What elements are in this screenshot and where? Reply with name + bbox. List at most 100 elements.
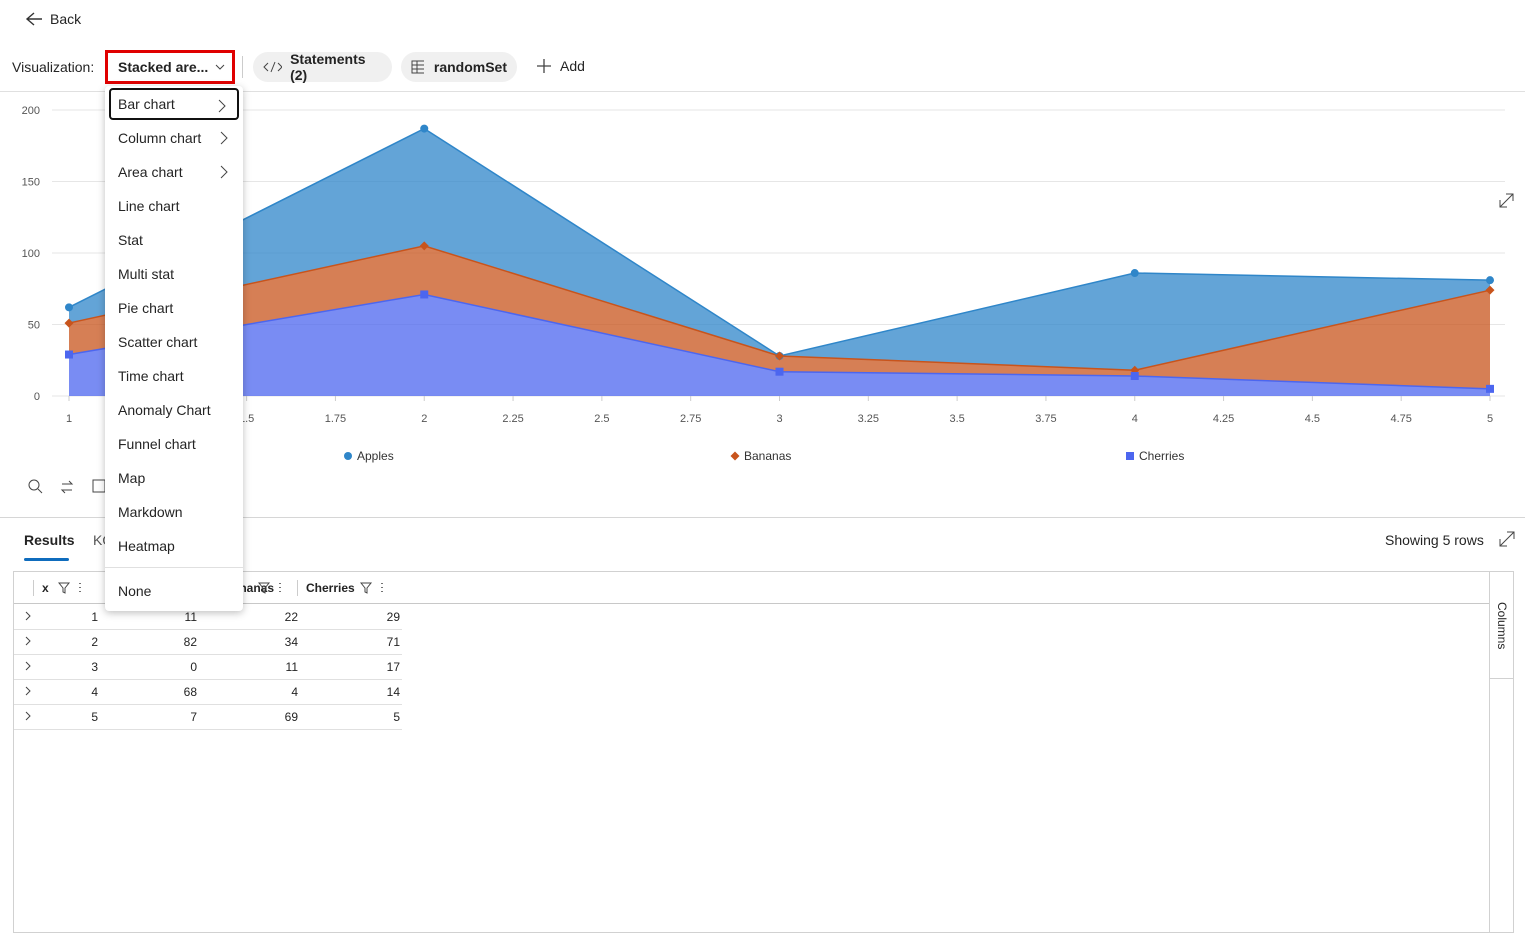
menu-item-label: Markdown [118,504,183,520]
results-table: Columns xApplesBananasCherries1112229282… [13,571,1514,933]
code-icon [263,61,283,73]
legend-item: Bananas [730,449,791,463]
menu-item-label: Time chart [118,368,184,384]
zoom-icon[interactable] [28,479,40,491]
marker [419,241,429,251]
x-tick-label: 3 [776,413,782,425]
table-cell: 2 [91,635,98,649]
x-tick-label: 2.25 [502,413,523,425]
column-filter[interactable] [360,581,388,595]
menu-item[interactable]: Time chart [109,360,239,392]
table-cell: 0 [190,660,197,674]
x-tick-label: 4.25 [1213,413,1234,425]
table-cell: 1 [91,610,98,624]
add-icon [537,59,551,73]
menu-item[interactable]: Line chart [109,190,239,222]
table-cell: 29 [386,610,400,624]
y-tick-label: 50 [28,320,40,332]
columns-label: Columns [1495,602,1509,650]
table-cell: 34 [284,635,298,649]
area [69,128,1490,371]
submenu-chevron [218,99,226,113]
menu-item-label: Column chart [118,130,202,146]
menu-item[interactable]: Multi stat [109,258,239,290]
back-icon [25,12,42,26]
menu-item[interactable]: Area chart [109,156,239,188]
menu-item-label: Bar chart [118,96,175,112]
filter-icon [360,582,373,594]
x-tick-label: 1 [66,413,72,425]
marker [64,318,74,328]
expand-icon[interactable] [1499,193,1514,208]
back-button[interactable]: Back [24,9,81,29]
divider [0,517,1525,518]
export-icon[interactable] [92,479,106,493]
menu-item[interactable]: Pie chart [109,292,239,324]
menu-item[interactable]: Heatmap [109,530,239,562]
expand-icon[interactable] [1499,531,1515,547]
x-tick-label: 2.75 [680,413,701,425]
tab[interactable]: Results [24,532,75,548]
add-label: Add [560,58,585,74]
visualization-menu: None Bar chart Column chart Area chart Line… [105,86,243,611]
y-tick-label: 0 [34,391,40,403]
column-filter[interactable] [58,581,86,595]
menu-item-label: Anomaly Chart [118,402,211,418]
x-tick-label: 4.5 [1305,413,1320,425]
row-expander[interactable] [24,685,32,697]
menu-item[interactable]: Map [109,462,239,494]
table-cell: 5 [393,710,400,724]
menu-item[interactable]: Column chart [109,122,239,154]
marker [775,351,784,361]
legend-marker [1126,452,1134,460]
menu-item[interactable]: Anomaly Chart [109,394,239,426]
dataset-button[interactable]: randomSet [401,52,517,82]
x-tick-label: 2 [421,413,427,425]
statements-button[interactable]: Statements (2) [253,51,392,83]
menu-item[interactable]: Stat [109,224,239,256]
filter-icon [58,582,71,594]
x-tick-label: 2.5 [594,413,609,425]
menu-item-label: Stat [118,232,143,248]
marker [65,350,73,359]
menu-item-label: Line chart [118,198,180,214]
reset-icon[interactable] [60,480,74,494]
column-filter[interactable] [258,581,286,595]
marker [1486,276,1494,285]
row-expander[interactable] [24,660,32,672]
legend-marker [344,452,352,460]
chevron [25,661,31,671]
menu-item[interactable]: None [118,583,152,599]
divider [0,91,1525,92]
marker [420,290,429,299]
menu-item[interactable]: Bar chart [109,88,239,120]
dataset-label: randomSet [433,59,507,75]
separator [242,56,243,78]
table-cell: 22 [284,610,298,624]
side-border [1489,572,1490,932]
menu-item-label: Funnel chart [118,436,196,452]
row-expander[interactable] [24,710,32,722]
menu-item[interactable]: Funnel chart [109,428,239,460]
row-expander[interactable] [24,635,32,647]
y-tick-label: 150 [22,177,40,189]
legend-label: Apples [357,449,394,463]
menu-item[interactable]: Markdown [109,496,239,528]
menu-item[interactable]: Scatter chart [109,326,239,358]
chart-tools [28,479,106,494]
table-cell: 4 [91,685,98,699]
column-divider [33,580,34,596]
visualization-dropdown[interactable]: Stacked are... [105,50,235,84]
chevron [25,611,31,621]
column-divider [297,580,298,596]
statements-label: Statements (2) [290,51,366,83]
menu-divider [105,567,243,568]
legend-label: Cherries [1139,449,1184,463]
add-button[interactable]: Add [536,58,585,74]
tab-indicator [24,558,69,561]
row-expander[interactable] [24,610,32,622]
column-header: Cherries [306,581,355,595]
columns-panel[interactable]: Columns [1490,572,1514,679]
area [69,294,1490,396]
